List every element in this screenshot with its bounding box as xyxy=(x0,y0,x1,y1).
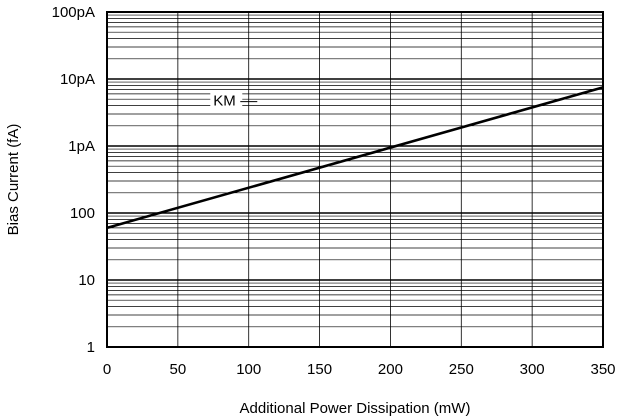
plot-frame xyxy=(106,11,604,348)
x-tick-label: 350 xyxy=(590,361,615,378)
x-tick-label: 150 xyxy=(307,361,332,378)
y-tick-label: 1pA xyxy=(68,138,95,155)
x-tick-label: 100 xyxy=(236,361,261,378)
y-tick-label: 100 xyxy=(70,205,95,222)
y-tick-label: 100pA xyxy=(52,4,95,21)
series-line-km xyxy=(106,86,604,230)
annotations: KM xyxy=(210,91,258,110)
y-axis-title: Bias Current (fA) xyxy=(5,124,22,236)
x-tick-label: 300 xyxy=(520,361,545,378)
grid-lines xyxy=(106,12,604,348)
annotation-label: KM xyxy=(213,93,236,110)
x-tick-label: 250 xyxy=(449,361,474,378)
x-tick-label: 0 xyxy=(103,361,111,378)
annotation-background xyxy=(210,91,243,110)
y-tick-label: 10 xyxy=(78,272,95,289)
x-tick-label: 50 xyxy=(170,361,187,378)
y-tick-labels: 1 10 100 1pA 10pA 100pA xyxy=(52,4,95,356)
x-tick-label: 200 xyxy=(378,361,403,378)
y-tick-label: 1 xyxy=(87,339,95,356)
x-axis-title: Additional Power Dissipation (mW) xyxy=(240,400,471,417)
series-layer xyxy=(106,86,604,230)
y-tick-label: 10pA xyxy=(60,71,95,88)
x-tick-labels: 0 50 100 150 200 250 300 350 xyxy=(103,361,616,378)
